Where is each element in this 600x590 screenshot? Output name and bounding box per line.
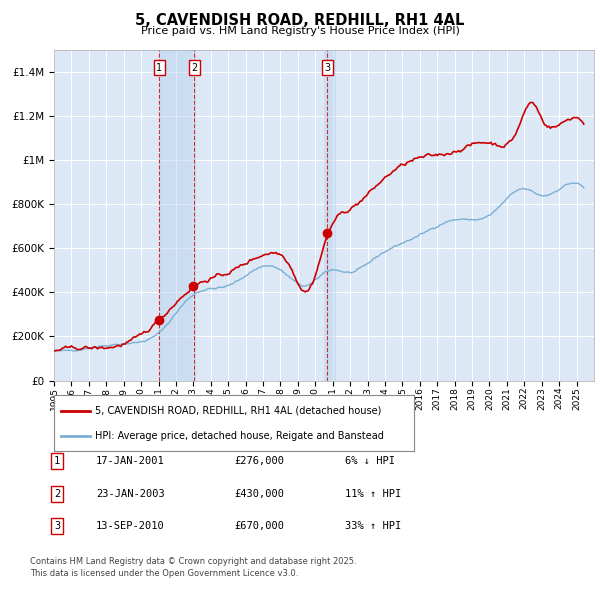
Text: 3: 3 (54, 522, 60, 531)
Bar (324, 50, 335, 381)
Text: £670,000: £670,000 (234, 522, 284, 531)
Text: £430,000: £430,000 (234, 489, 284, 499)
Text: 1: 1 (156, 63, 163, 73)
Text: 11% ↑ HPI: 11% ↑ HPI (345, 489, 401, 499)
Text: 33% ↑ HPI: 33% ↑ HPI (345, 522, 401, 531)
Text: Contains HM Land Registry data © Crown copyright and database right 2025.: Contains HM Land Registry data © Crown c… (30, 558, 356, 566)
Text: 2: 2 (191, 63, 197, 73)
Text: Price paid vs. HM Land Registry's House Price Index (HPI): Price paid vs. HM Land Registry's House … (140, 26, 460, 36)
Text: £276,000: £276,000 (234, 457, 284, 466)
Text: 1: 1 (54, 457, 60, 466)
Text: 5, CAVENDISH ROAD, REDHILL, RH1 4AL: 5, CAVENDISH ROAD, REDHILL, RH1 4AL (136, 13, 464, 28)
Text: 2: 2 (54, 489, 60, 499)
Bar (158, 50, 196, 381)
Text: 5, CAVENDISH ROAD, REDHILL, RH1 4AL (detached house): 5, CAVENDISH ROAD, REDHILL, RH1 4AL (det… (95, 406, 382, 416)
Text: 6% ↓ HPI: 6% ↓ HPI (345, 457, 395, 466)
Text: HPI: Average price, detached house, Reigate and Banstead: HPI: Average price, detached house, Reig… (95, 431, 384, 441)
Text: 17-JAN-2001: 17-JAN-2001 (96, 457, 165, 466)
Text: 3: 3 (325, 63, 331, 73)
Text: This data is licensed under the Open Government Licence v3.0.: This data is licensed under the Open Gov… (30, 569, 298, 578)
Text: 13-SEP-2010: 13-SEP-2010 (96, 522, 165, 531)
Text: 23-JAN-2003: 23-JAN-2003 (96, 489, 165, 499)
